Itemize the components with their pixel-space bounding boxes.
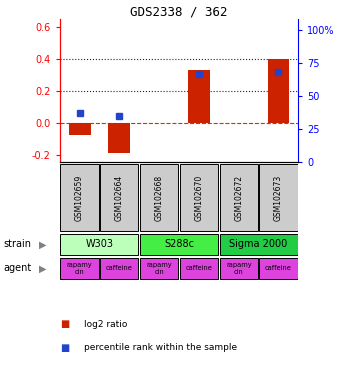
Text: rapamy
cin: rapamy cin: [67, 262, 92, 275]
Text: caffeine: caffeine: [265, 265, 292, 271]
Text: agent: agent: [3, 263, 32, 273]
Bar: [60, 164, 99, 231]
Text: W303: W303: [86, 240, 114, 250]
Bar: [100, 164, 138, 231]
Text: GSM102673: GSM102673: [274, 174, 283, 221]
Text: caffeine: caffeine: [106, 265, 133, 271]
Bar: [220, 164, 258, 231]
Bar: [268, 59, 290, 123]
Text: rapamy
cin: rapamy cin: [146, 262, 172, 275]
Text: GSM102668: GSM102668: [154, 174, 164, 220]
Bar: [188, 70, 210, 123]
Text: caffeine: caffeine: [186, 265, 212, 271]
Text: ▶: ▶: [39, 263, 47, 273]
Bar: [140, 164, 178, 231]
Text: rapamy
cin: rapamy cin: [226, 262, 252, 275]
Bar: [220, 258, 258, 279]
Text: percentile rank within the sample: percentile rank within the sample: [84, 343, 237, 352]
Bar: [220, 234, 298, 255]
Bar: [180, 258, 218, 279]
Bar: [180, 164, 218, 231]
Text: log2 ratio: log2 ratio: [84, 320, 127, 329]
Text: S288c: S288c: [164, 240, 194, 250]
Text: GSM102659: GSM102659: [75, 174, 84, 221]
Bar: [100, 258, 138, 279]
Text: ■: ■: [60, 319, 69, 329]
Bar: [260, 258, 298, 279]
Bar: [140, 258, 178, 279]
Bar: [60, 258, 99, 279]
Text: strain: strain: [3, 240, 31, 250]
Bar: [108, 123, 130, 153]
Bar: [140, 234, 218, 255]
Title: GDS2338 / 362: GDS2338 / 362: [130, 5, 228, 18]
Bar: [60, 234, 138, 255]
Text: ▶: ▶: [39, 240, 47, 250]
Text: Sigma 2000: Sigma 2000: [229, 240, 288, 250]
Text: GSM102672: GSM102672: [234, 174, 243, 220]
Text: GSM102664: GSM102664: [115, 174, 124, 221]
Bar: [260, 164, 298, 231]
Text: ■: ■: [60, 343, 69, 353]
Bar: [69, 123, 90, 136]
Text: GSM102670: GSM102670: [194, 174, 204, 221]
